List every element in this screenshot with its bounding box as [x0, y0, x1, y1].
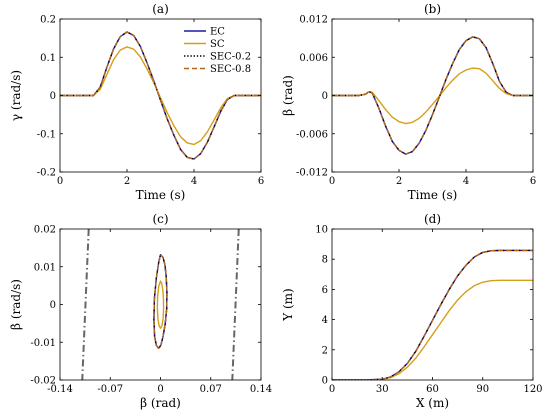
y-axis-label: γ (rad/s) — [9, 70, 23, 121]
y-tick-label: 0.2 — [40, 15, 56, 26]
y-tick-label: 6 — [322, 285, 328, 296]
legend-label: SC — [210, 39, 225, 50]
series-line-sec-0-8 — [60, 31, 261, 160]
y-tick-label: 0.01 — [34, 262, 56, 273]
panel-1: (a) 0 2 4 6 -0.2 -0.1 0 0.1 0.2 Time (s) γ (rad/s) E… — [9, 2, 264, 202]
panel-4: (d) 0 30 60 90 120 0 2 4 6 8 10 X (m) Y (m) — [281, 212, 543, 410]
panel-label: (c) — [152, 212, 168, 226]
x-tick-label: -0.14 — [47, 384, 73, 395]
series-line-sc — [60, 46, 261, 146]
axes-frame — [331, 228, 534, 381]
series-line-ec — [153, 253, 168, 349]
series-line-sec-0-8 — [153, 253, 168, 349]
y-tick-label: 10 — [315, 225, 328, 236]
series-line-sec-0-8 — [332, 249, 533, 380]
series-line-ec — [332, 249, 533, 380]
y-tick-label: 0.02 — [34, 225, 56, 236]
y-tick-label: 2 — [322, 345, 328, 356]
y-tick-label: -0.2 — [37, 168, 56, 179]
x-tick-label: 0 — [329, 176, 335, 187]
x-axis-label: Time (s) — [136, 188, 186, 202]
x-tick-label: 2 — [124, 176, 130, 187]
x-tick-label: 2 — [396, 176, 402, 187]
x-tick-label: 120 — [523, 384, 542, 395]
panel-label: (b) — [424, 2, 441, 16]
y-tick-label: -0.1 — [37, 129, 56, 140]
y-tick-label: 0.006 — [299, 53, 328, 64]
y-tick-label: -0.006 — [296, 129, 328, 140]
x-tick-label: 90 — [476, 384, 489, 395]
series-line-sec-0-2 — [332, 249, 533, 380]
legend-label: EC — [210, 27, 225, 38]
y-axis-label: β̇ (rad/s) — [9, 279, 23, 330]
legend-label: SEC-0.2 — [210, 52, 251, 63]
x-axis-label: X (m) — [416, 396, 449, 410]
series-line-sc — [156, 280, 165, 329]
panel-label: (d) — [424, 212, 441, 226]
y-tick-label: 0 — [322, 91, 328, 102]
legend-label: SEC-0.8 — [210, 64, 251, 75]
y-tick-label: 0.012 — [299, 15, 328, 26]
x-axis-label: Time (s) — [408, 188, 458, 202]
x-tick-label: 4 — [191, 176, 197, 187]
x-tick-label: 0.07 — [200, 384, 222, 395]
y-tick-label: -0.02 — [30, 376, 56, 387]
panel-3: (c) -0.14 -0.07 0 0.07 0.14 -0.02 -0.01 0 0.01 0.0… — [9, 212, 272, 410]
y-axis-label: β (rad) — [281, 75, 295, 116]
y-tick-label: 0.1 — [40, 53, 56, 64]
y-tick-label: 0 — [322, 376, 328, 387]
x-tick-label: 0 — [157, 384, 163, 395]
x-axis-label: β (rad) — [140, 396, 181, 410]
y-tick-label: -0.012 — [296, 168, 328, 179]
y-tick-label: 0 — [50, 300, 56, 311]
series-line-sc — [332, 67, 533, 125]
y-tick-label: 0 — [50, 91, 56, 102]
x-tick-label: 0.14 — [250, 384, 272, 395]
series-line-sec-0-8 — [332, 36, 533, 155]
x-tick-label: 0 — [57, 176, 63, 187]
stability-boundary-line — [81, 229, 90, 380]
series-line-sc — [332, 279, 533, 380]
x-tick-label: 30 — [376, 384, 389, 395]
panel-2: (b) 0 2 4 6 -0.012 -0.006 0 0.006 0.012 Time (s) β … — [281, 2, 536, 202]
x-tick-label: 6 — [258, 176, 264, 187]
stability-boundary-line — [231, 229, 240, 380]
x-tick-label: 0 — [329, 384, 335, 395]
x-tick-label: -0.07 — [97, 384, 123, 395]
y-tick-label: 8 — [322, 255, 328, 266]
x-tick-label: 60 — [426, 384, 439, 395]
x-tick-label: 6 — [530, 176, 536, 187]
axes-frame — [59, 228, 262, 381]
x-tick-label: 4 — [463, 176, 469, 187]
series-line-sec-0-2 — [332, 36, 533, 155]
y-tick-label: 4 — [322, 315, 328, 326]
panel-label: (a) — [152, 2, 169, 16]
y-axis-label: Y (m) — [281, 288, 295, 321]
y-tick-label: -0.01 — [30, 338, 56, 349]
